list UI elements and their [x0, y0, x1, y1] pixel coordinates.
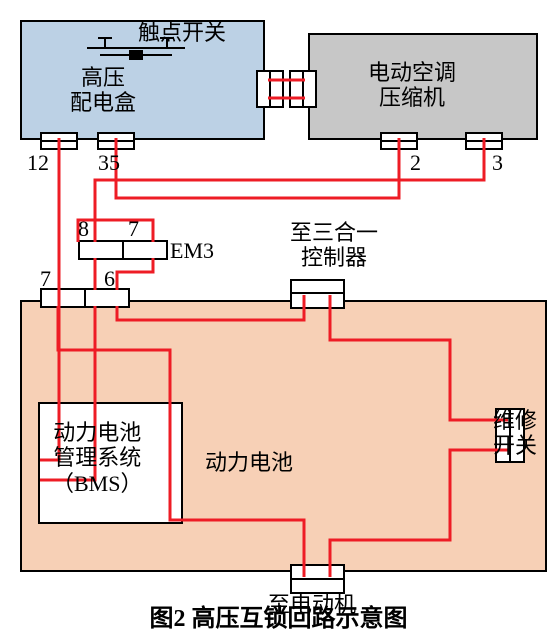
label-em3: EM3 [170, 238, 214, 263]
pin-7b: 7 [40, 266, 51, 291]
label-bms: 动力电池 管理系统 （BMS） [52, 420, 142, 496]
pin-12: 12 [27, 150, 49, 175]
label-battery: 动力电池 [205, 450, 293, 475]
label-3in1: 至三合一 控制器 [290, 220, 378, 271]
pin-35: 35 [98, 150, 120, 175]
figure-caption: 图2 高压互锁回路示意图 [0, 598, 557, 633]
label-ac-comp: 电动空调 压缩机 [368, 60, 456, 111]
pin-3: 3 [492, 150, 503, 175]
pin-8: 8 [78, 216, 89, 241]
label-contact-switch: 触点开关 [138, 20, 226, 45]
label-maint: 维修 开关 [493, 408, 537, 459]
pin-7a: 7 [128, 216, 139, 241]
pin-2: 2 [410, 150, 421, 175]
pin-6: 6 [104, 266, 115, 291]
diagram-root: 触点开关 高压 配电盒 电动空调 压缩机 动力电池 动力电池 管理系统 （BMS… [10, 10, 547, 580]
label-hv-dist: 高压 配电盒 [70, 65, 136, 116]
